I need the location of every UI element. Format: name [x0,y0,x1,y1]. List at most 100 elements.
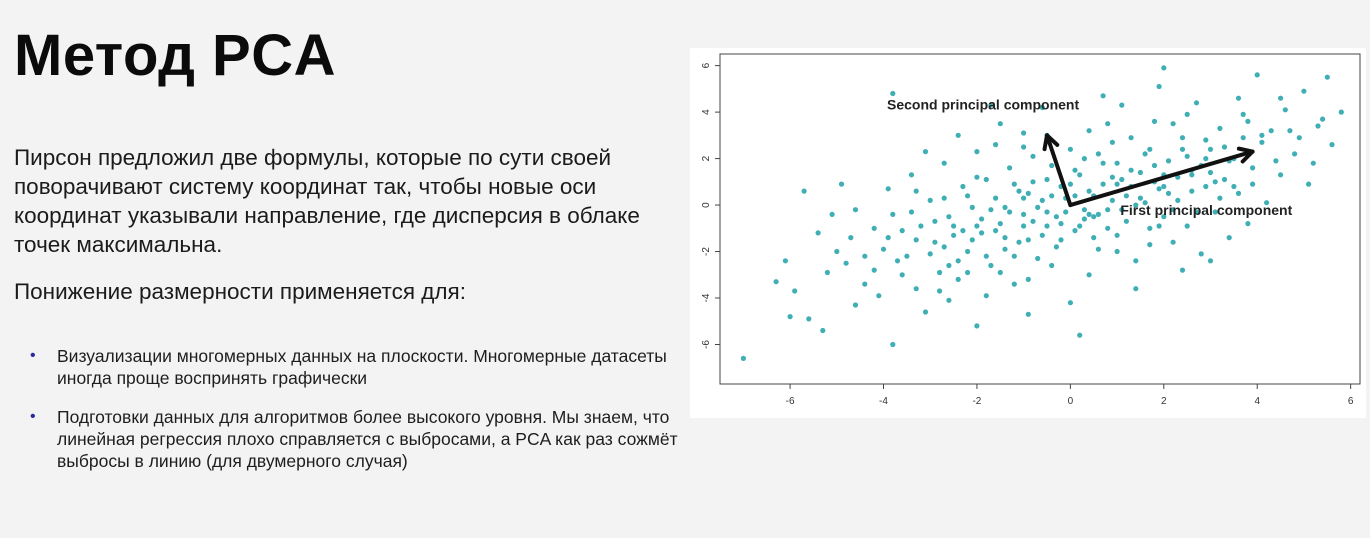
data-point [843,260,849,266]
data-point [941,160,947,166]
data-point [824,269,830,276]
data-point [894,258,901,264]
data-point [1203,156,1209,162]
data-point [1044,176,1050,183]
bullet-dot-icon: • [30,408,36,425]
intro-paragraph: Пирсон предложил две формулы, которые по… [14,145,640,257]
data-point [1231,183,1237,190]
data-point [1053,214,1059,220]
data-point [1067,146,1073,152]
data-point [1296,135,1302,141]
data-point [941,244,947,250]
data-point [820,327,826,334]
data-point [1306,181,1312,187]
data-point [927,197,933,203]
data-point [1324,74,1330,80]
data-point [997,221,1003,227]
data-point [1292,151,1298,157]
data-point [1049,193,1055,199]
x-tick-label: 2 [1161,396,1167,407]
data-point [787,314,793,320]
data-point [1119,207,1125,213]
data-point [1095,246,1101,252]
data-point [969,204,975,210]
data-point [1025,190,1031,196]
data-point [1184,223,1190,229]
data-point [1067,300,1073,306]
data-point [1278,172,1284,178]
data-point [960,228,966,234]
data-point [1329,142,1335,148]
data-point [1193,100,1200,106]
data-point [1170,239,1176,245]
data-point [983,176,989,183]
pca-scatter-plot: -6 -4 -2 0 2 4 6 6 4 2 0 -2 -4 -6 First principal com… [690,48,1366,418]
data-point [1021,195,1027,201]
data-point [965,248,971,255]
data-point [1091,214,1097,220]
data-point [1039,232,1045,238]
data-point [997,121,1003,127]
data-point [829,211,835,217]
data-point [922,309,929,315]
data-point [871,267,877,273]
data-point [806,316,812,322]
data-point [1123,218,1129,224]
data-point [922,149,929,155]
arrow-label: First principal component [1120,202,1292,218]
data-point [1044,209,1050,215]
data-point [1109,139,1115,145]
data-point [1207,258,1214,264]
data-point [974,149,980,155]
data-point [1161,214,1167,220]
data-point [1207,146,1214,152]
y-tick-label: 6 [701,62,712,68]
data-point [1086,188,1092,194]
data-point [946,262,952,269]
data-point [899,272,905,278]
data-point [974,174,980,180]
data-point [918,223,924,229]
data-point [979,216,985,222]
data-point [1226,235,1232,241]
data-point [969,237,975,243]
data-point [1114,181,1120,187]
data-point [1189,172,1195,178]
data-point [838,181,845,187]
data-point [988,102,994,108]
data-point [1264,200,1270,206]
data-point [1198,251,1204,257]
data-point [1338,109,1344,115]
ticks-layer: -6 -4 -2 0 2 4 6 6 4 2 0 -2 -4 -6 [701,62,1354,407]
data-point [1016,188,1022,194]
data-point [885,186,891,192]
data-point [932,218,938,224]
data-point [1207,169,1214,176]
data-point [1133,258,1139,264]
data-point [1002,204,1008,210]
data-point [908,209,915,215]
data-point [1301,88,1307,94]
data-point [937,269,943,276]
data-point [1259,132,1265,138]
data-point [951,223,957,229]
data-point [1123,193,1129,199]
data-point [1077,332,1083,338]
x-tick-label: 6 [1348,396,1354,407]
data-point [1170,121,1176,127]
data-point [1016,239,1022,245]
data-point [1189,188,1195,194]
data-point [1025,237,1031,243]
y-tick-label: -2 [701,247,712,256]
data-point [904,253,910,259]
data-point [993,195,999,201]
slide-title: Метод PCA [14,23,336,88]
data-point [1095,211,1101,217]
bullet-dot-icon: • [30,347,36,364]
data-point [988,262,994,269]
data-point [1007,165,1013,171]
subheading: Понижение размерности применяется для: [14,279,466,304]
data-point [1049,262,1055,269]
data-point [1011,181,1017,187]
data-point [1119,176,1125,183]
